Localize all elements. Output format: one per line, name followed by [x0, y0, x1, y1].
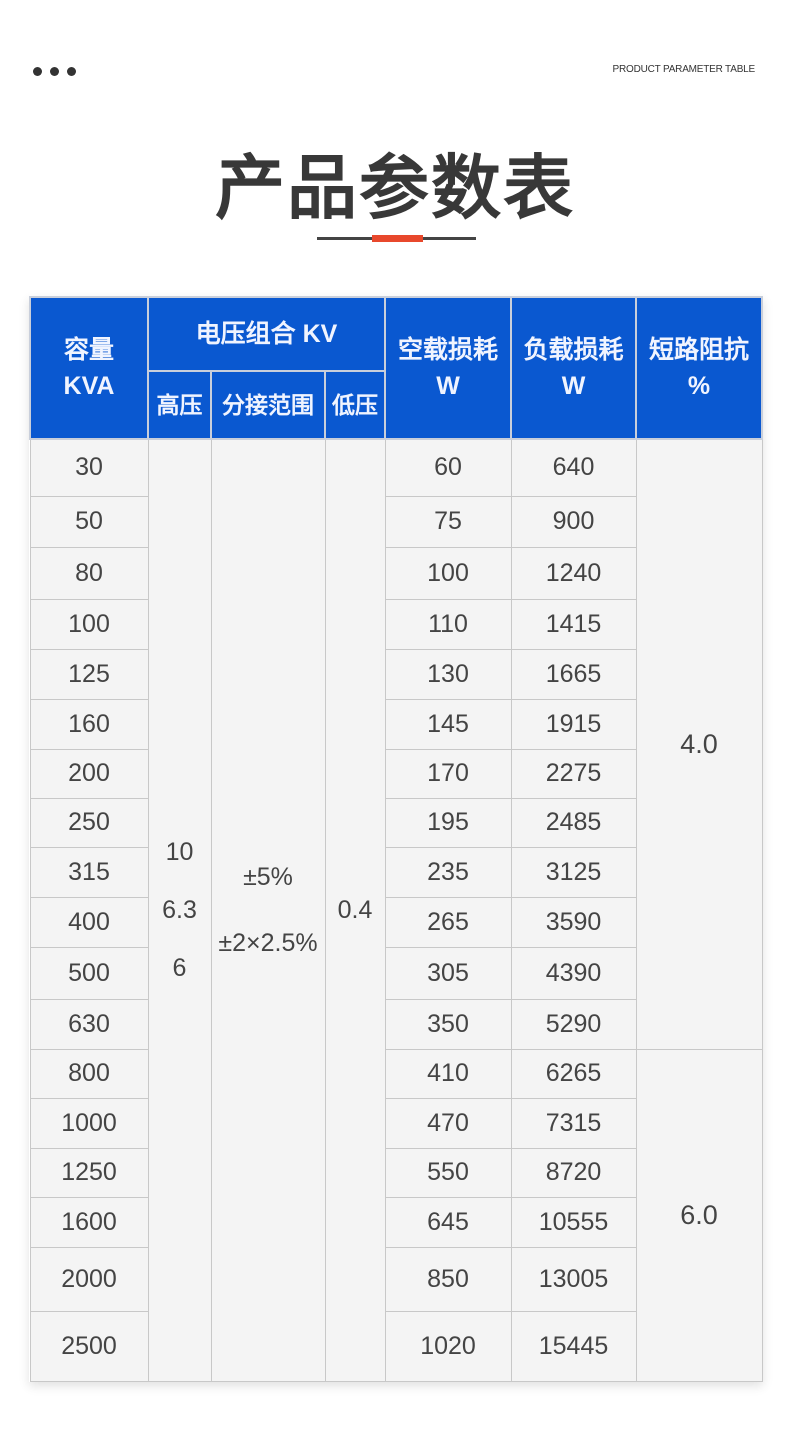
tap-range-value: ±5%	[243, 863, 293, 892]
high-voltage-value: 10	[165, 838, 194, 867]
no-load-loss-cell: 130	[384, 648, 512, 700]
title-divider-accent	[372, 235, 423, 242]
no-load-loss-cell: 350	[384, 998, 512, 1050]
load-loss-cell: 900	[510, 495, 637, 548]
capacity-cell: 200	[29, 748, 149, 799]
table-row: 160 145 1915	[29, 698, 762, 750]
header-impedance: 短路阻抗%	[635, 296, 764, 440]
capacity-cell: 1000	[29, 1097, 149, 1149]
load-loss-cell: 2275	[510, 748, 637, 799]
table-row: 1000 470 7315	[29, 1097, 762, 1149]
no-load-loss-cell: 645	[384, 1196, 512, 1248]
table-row: 125 130 1665	[29, 648, 762, 700]
load-loss-cell: 7315	[510, 1097, 637, 1149]
load-loss-cell: 3125	[510, 846, 637, 898]
table-row: 1600 645 10555	[29, 1196, 762, 1248]
no-load-loss-cell: 1020	[384, 1310, 512, 1382]
capacity-cell: 2500	[29, 1310, 149, 1382]
capacity-cell: 800	[29, 1048, 149, 1099]
no-load-loss-cell: 110	[384, 598, 512, 650]
impedance-cell: 6.0	[635, 1048, 763, 1382]
load-loss-cell: 8720	[510, 1147, 637, 1198]
no-load-loss-cell: 145	[384, 698, 512, 750]
no-load-loss-cell: 850	[384, 1246, 512, 1312]
table-row: 100 110 1415	[29, 598, 762, 650]
header-voltage-group: 电压组合 KV	[146, 296, 387, 372]
load-loss-cell: 2485	[510, 797, 637, 848]
load-loss-cell: 15445	[510, 1310, 637, 1382]
table-row: 50 75 900	[29, 495, 762, 548]
capacity-cell: 100	[29, 598, 149, 650]
table-row: 800 410 6265 6.0	[29, 1048, 763, 1382]
load-loss-cell: 1240	[510, 546, 637, 600]
header-capacity: 容量 KVA	[29, 296, 149, 440]
no-load-loss-cell: 305	[384, 946, 512, 1000]
low-voltage-cell: 0.4	[324, 438, 386, 1382]
header-tap-range: 分接范围	[210, 370, 326, 440]
tap-range-cell: ±5% ±2×2.5%	[210, 438, 326, 1382]
high-voltage-value: 6.3	[162, 896, 197, 925]
table-row: 2000 850 13005	[29, 1246, 762, 1312]
header-load-loss: 负载损耗 W	[510, 296, 638, 440]
capacity-cell: 315	[29, 846, 149, 898]
no-load-loss-cell: 265	[384, 896, 512, 948]
capacity-cell: 1600	[29, 1196, 149, 1248]
load-loss-cell: 6265	[510, 1048, 637, 1099]
load-loss-cell: 13005	[510, 1246, 637, 1312]
capacity-cell: 1250	[29, 1147, 149, 1198]
table-row: 30 10 6.3 6 ±5% ±2×2.5% 0.4 60 640 4.0	[29, 438, 763, 1382]
no-load-loss-cell: 170	[384, 748, 512, 799]
no-load-loss-cell: 470	[384, 1097, 512, 1149]
header-low-voltage: 低压	[323, 370, 387, 440]
page-title: 产品参数表	[215, 149, 575, 227]
load-loss-cell: 3590	[510, 896, 637, 948]
table-row: 80 100 1240	[29, 546, 762, 600]
header-no-load-loss: 空载损耗 W	[384, 296, 513, 440]
table-row: 200 170 2275	[29, 748, 762, 799]
capacity-cell: 250	[29, 797, 149, 848]
capacity-cell: 80	[29, 546, 149, 600]
no-load-loss-cell: 195	[384, 797, 512, 848]
table-row: 315 235 3125	[29, 846, 762, 898]
load-loss-cell: 1665	[510, 648, 637, 700]
table-row: 250 195 2485	[29, 797, 762, 848]
no-load-loss-cell: 235	[384, 846, 512, 898]
table-row: 500 305 4390	[29, 946, 762, 1000]
capacity-cell: 50	[29, 495, 149, 548]
load-loss-cell: 5290	[510, 998, 637, 1050]
no-load-loss-cell: 75	[384, 495, 512, 548]
capacity-cell: 630	[29, 998, 149, 1050]
parameter-table: 容量 KVA 电压组合 KV 空载损耗 W 负载损耗 W 短路阻抗% 高压 分接范围 …	[29, 296, 764, 1382]
header-high-voltage: 高压	[147, 370, 212, 440]
table-row: 2500 1020 15445	[29, 1310, 762, 1382]
no-load-loss-cell: 410	[384, 1048, 512, 1099]
tap-range-value: ±2×2.5%	[218, 929, 318, 958]
more-dots-icon	[33, 67, 76, 76]
load-loss-cell: 4390	[510, 946, 637, 1000]
load-loss-cell: 10555	[510, 1196, 637, 1248]
capacity-cell: 500	[29, 946, 149, 1000]
no-load-loss-cell: 60	[384, 438, 512, 497]
no-load-loss-cell: 100	[384, 546, 512, 600]
load-loss-cell: 1915	[510, 698, 637, 750]
table-row: 1250 550 8720	[29, 1147, 762, 1198]
capacity-cell: 125	[29, 648, 149, 700]
capacity-cell: 400	[29, 896, 149, 948]
high-voltage-cell: 10 6.3 6	[147, 438, 212, 1382]
table-row: 630 350 5290	[29, 998, 762, 1050]
capacity-cell: 160	[29, 698, 149, 750]
high-voltage-value: 6	[172, 954, 187, 983]
load-loss-cell: 640	[510, 438, 637, 497]
load-loss-cell: 1415	[510, 598, 637, 650]
capacity-cell: 2000	[29, 1246, 149, 1312]
page-subtitle: PRODUCT PARAMETER TABLE	[612, 64, 756, 75]
capacity-cell: 30	[29, 438, 149, 497]
impedance-cell: 4.0	[635, 438, 763, 1050]
no-load-loss-cell: 550	[384, 1147, 512, 1198]
